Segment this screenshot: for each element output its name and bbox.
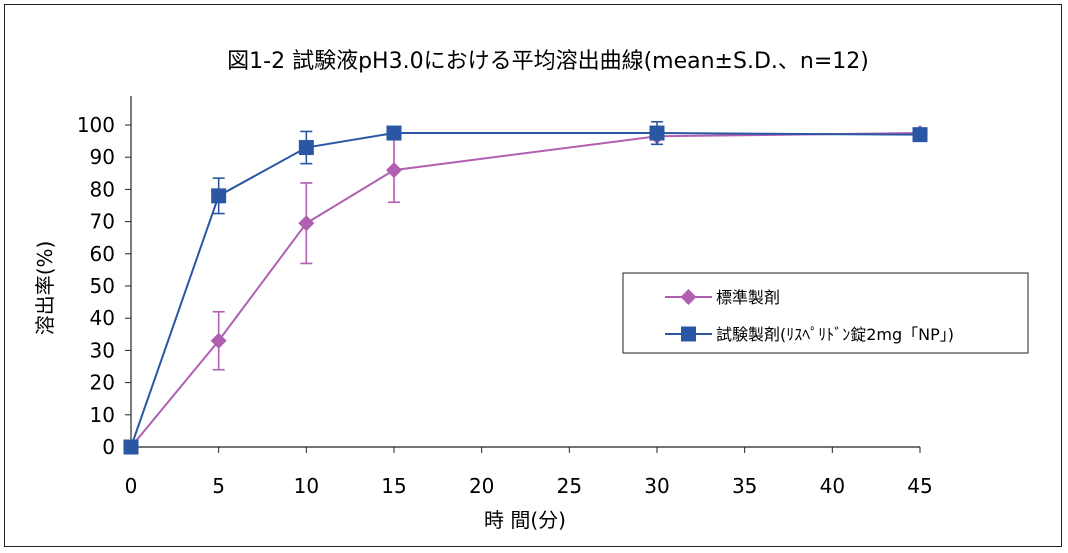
legend-label-test: 試験製剤(ﾘｽﾍﾟﾘﾄﾞﾝ錠2mg「NP」) — [716, 325, 954, 344]
x-tick-label: 25 — [557, 474, 582, 498]
x-axis-ticks: 0 5 10 15 20 25 30 35 40 45 — [125, 447, 933, 498]
legend-label-standard: 標準製剤 — [716, 288, 780, 307]
x-tick-label: 15 — [381, 474, 406, 498]
y-tick-label: 90 — [90, 145, 115, 169]
y-tick-label: 30 — [90, 338, 115, 362]
x-tick-label: 45 — [907, 474, 932, 498]
y-tick-label: 50 — [90, 274, 115, 298]
x-tick-label: 35 — [732, 474, 757, 498]
series-1 — [123, 120, 928, 455]
data-point — [649, 125, 665, 141]
y-tick-label: 40 — [90, 306, 115, 330]
x-tick-label: 5 — [212, 474, 225, 498]
y-tick-label: 100 — [77, 113, 115, 137]
x-axis-title: 時 間(分) — [484, 508, 566, 532]
legend-marker-test — [681, 326, 696, 342]
x-tick-label: 30 — [644, 474, 669, 498]
data-point — [386, 162, 402, 179]
data-point — [298, 140, 314, 156]
data-point — [298, 215, 315, 232]
y-tick-label: 80 — [90, 177, 115, 201]
x-tick-label: 20 — [469, 474, 494, 498]
data-point — [211, 188, 227, 204]
series-line — [130, 132, 921, 448]
y-tick-label: 60 — [90, 242, 115, 266]
legend-marker-shape — [681, 326, 696, 342]
y-tick-label: 20 — [90, 371, 115, 395]
data-point — [386, 125, 402, 141]
y-axis-ticks: 0 10 20 30 40 50 60 70 80 90 100 — [77, 113, 131, 459]
x-tick-label: 40 — [820, 474, 845, 498]
data-point — [210, 332, 227, 349]
x-tick-label: 10 — [294, 474, 319, 498]
plot-axes — [130, 96, 920, 448]
chart-title: 図1-2 試験液pH3.0における平均溶出曲線(mean±S.D.、n=12) — [227, 49, 869, 74]
y-axis-title: 溶出率(%) — [33, 241, 57, 336]
legend-marker-standard — [680, 289, 697, 305]
series-layer — [123, 120, 928, 455]
x-tick-label: 0 — [125, 474, 138, 498]
y-tick-label: 0 — [102, 435, 115, 459]
series-line — [130, 132, 921, 448]
legend-marker-shape — [680, 289, 697, 305]
y-tick-label: 10 — [90, 403, 115, 427]
data-point — [912, 127, 928, 143]
data-point — [123, 439, 139, 455]
legend: 標準製剤 試験製剤(ﾘｽﾍﾟﾘﾄﾞﾝ錠2mg「NP」) — [622, 272, 1029, 354]
y-tick-label: 70 — [90, 210, 115, 234]
